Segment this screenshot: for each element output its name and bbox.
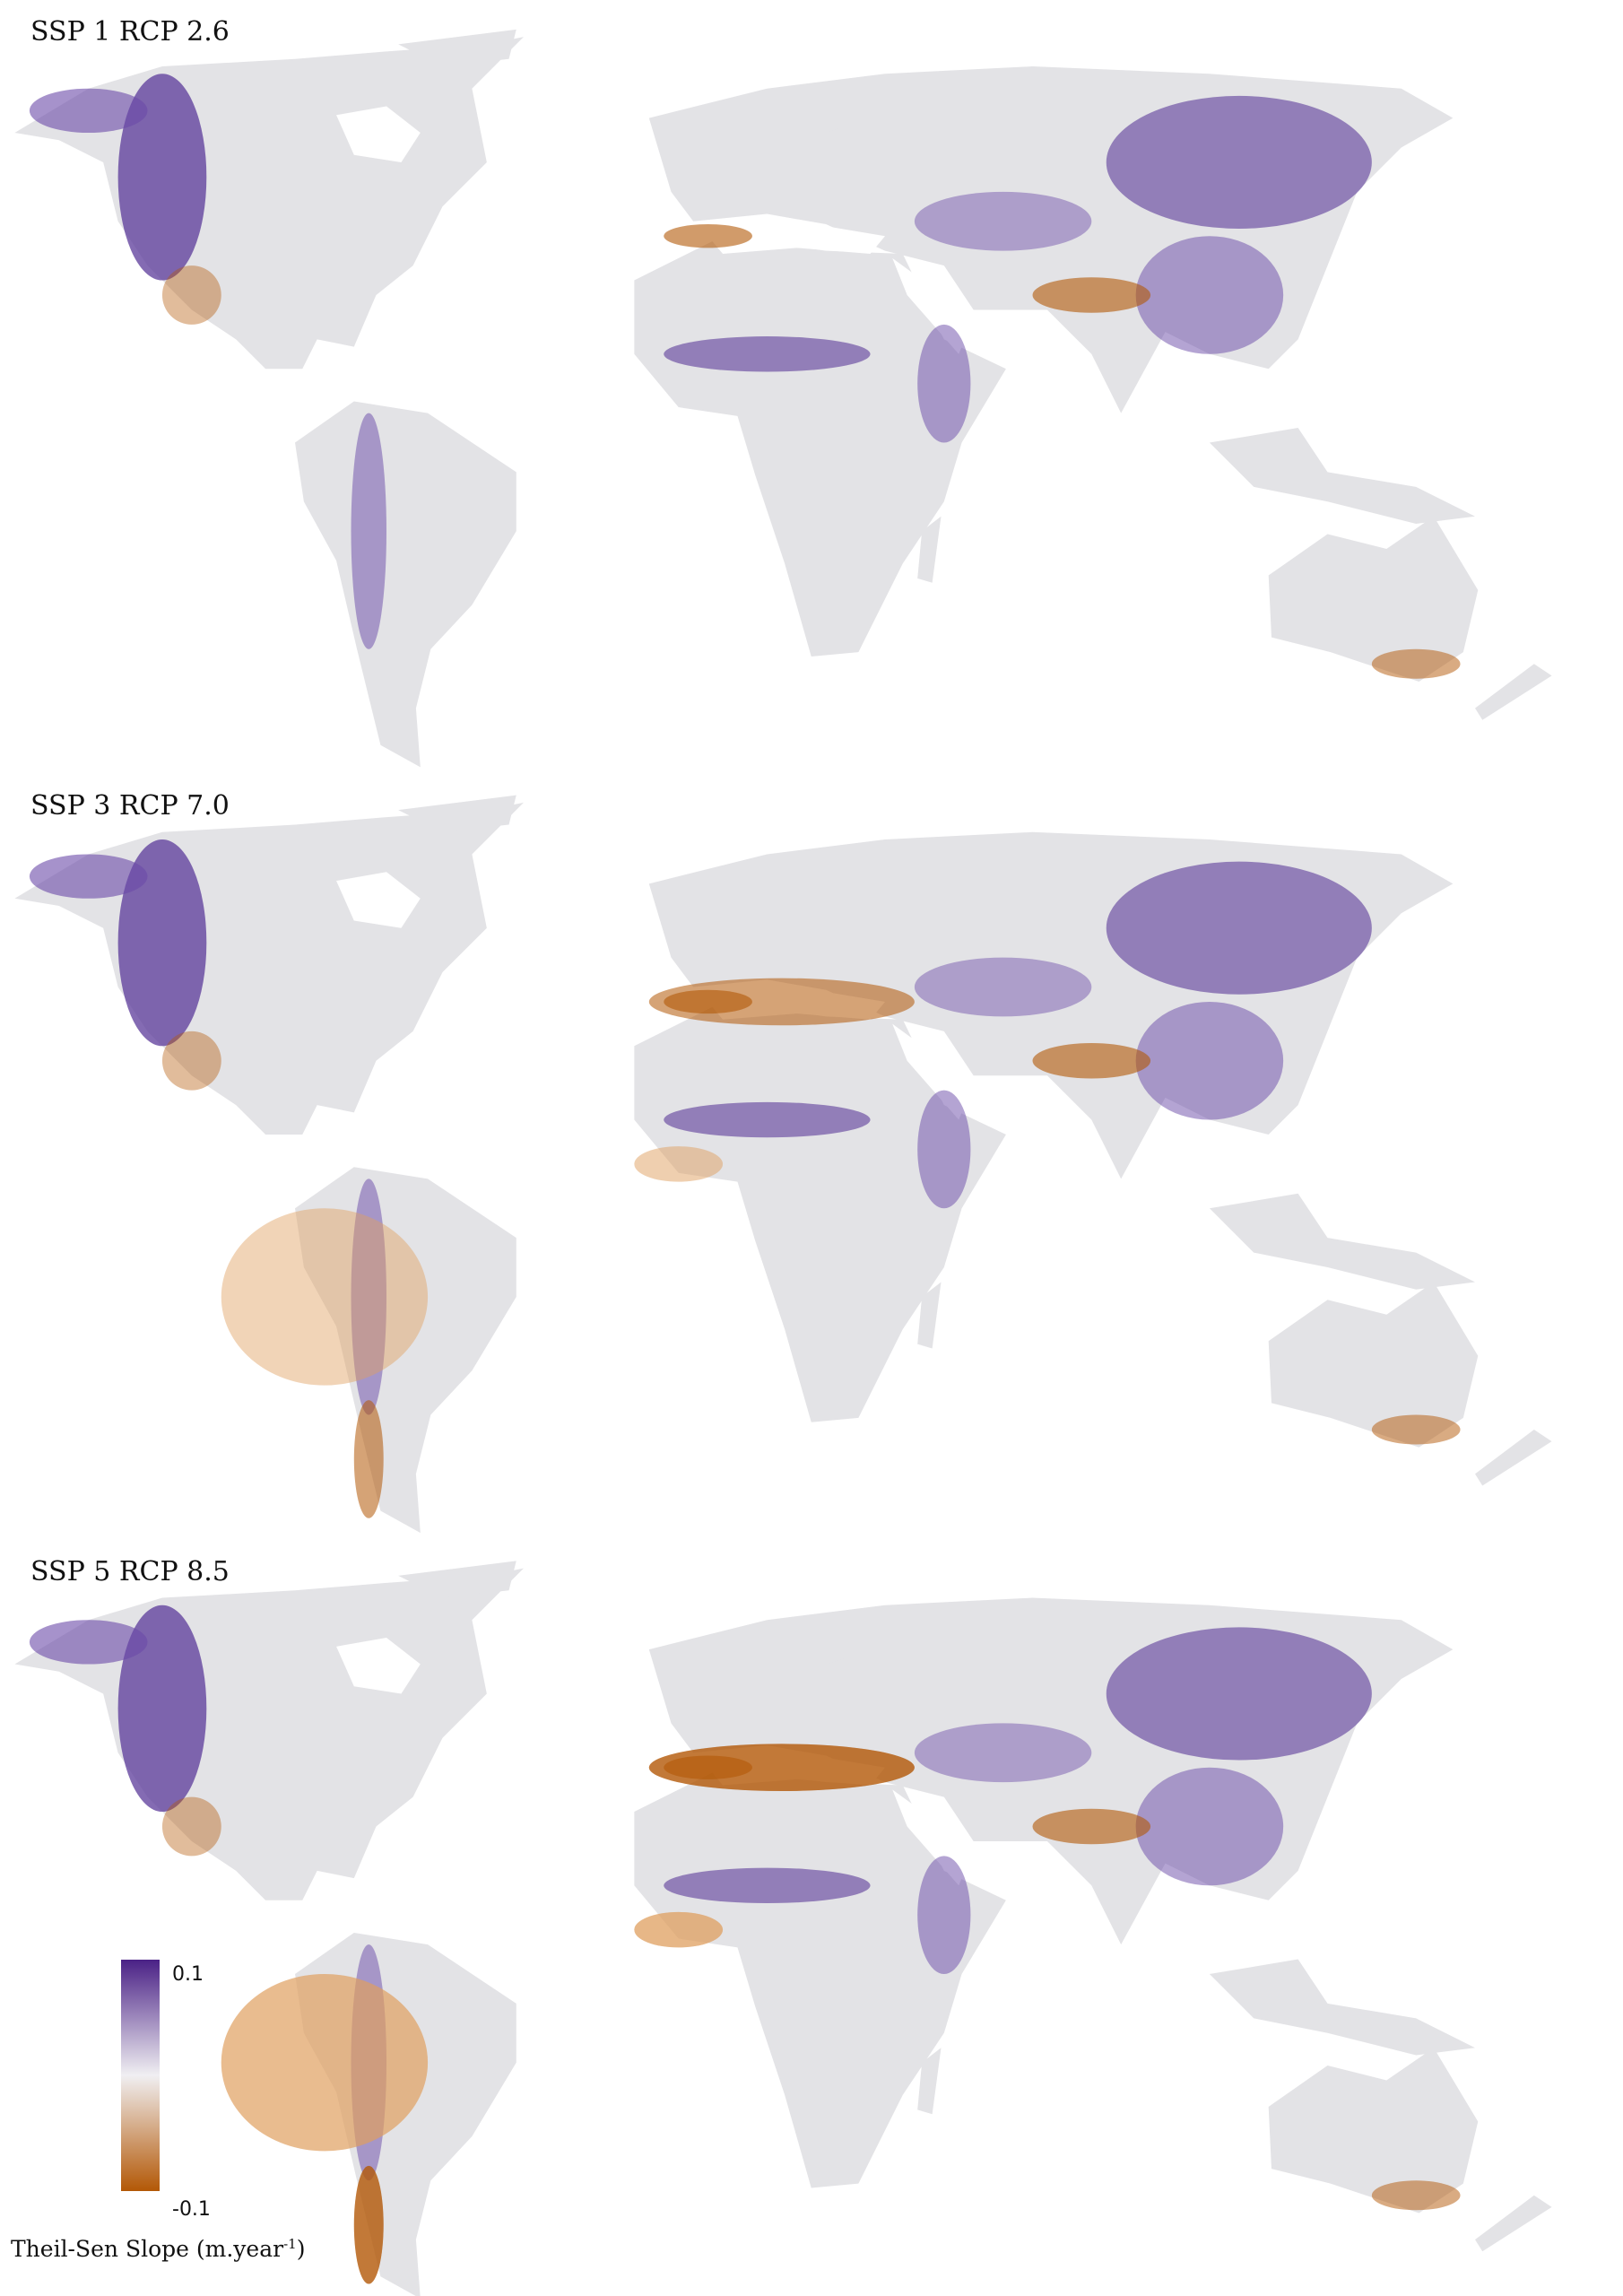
panel-title: SSP 5 RCP 8.5 — [30, 1556, 230, 1587]
map-panel — [14, 795, 1552, 1534]
legend-title: Theil-Sen Slope (m.year-1) — [11, 2236, 305, 2262]
legend-max-label: 0.1 — [172, 1963, 204, 1986]
map-panel — [14, 29, 1552, 768]
legend-title-end: ) — [297, 2236, 306, 2262]
legend-title-superscript: -1 — [283, 2236, 297, 2252]
legend-title-text: Theil-Sen Slope (m.year — [11, 2236, 283, 2262]
panel-title: SSP 1 RCP 2.6 — [30, 16, 230, 48]
panel-title: SSP 3 RCP 7.0 — [30, 790, 230, 822]
map-panel — [14, 1561, 1552, 2296]
colorbar — [121, 1960, 160, 2191]
legend-min-label: -0.1 — [172, 2198, 211, 2221]
